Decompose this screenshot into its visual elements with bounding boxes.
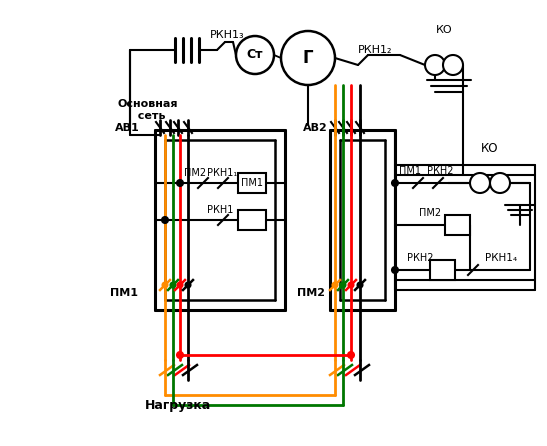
Text: ПМ2: ПМ2: [419, 208, 441, 218]
Text: АВ2: АВ2: [303, 123, 328, 133]
Circle shape: [340, 282, 346, 288]
Text: Г: Г: [302, 49, 313, 67]
Circle shape: [162, 282, 167, 288]
Circle shape: [470, 173, 490, 193]
Circle shape: [392, 180, 398, 186]
Circle shape: [490, 173, 510, 193]
Text: РКН1₃: РКН1₃: [210, 30, 245, 40]
Text: КО: КО: [481, 141, 499, 154]
Circle shape: [348, 352, 354, 358]
Circle shape: [392, 267, 398, 273]
Circle shape: [348, 282, 353, 288]
Bar: [445, 215, 470, 235]
Circle shape: [177, 282, 183, 288]
Bar: [238, 210, 266, 230]
Circle shape: [171, 282, 176, 288]
Circle shape: [425, 55, 445, 75]
Text: ПМ1: ПМ1: [110, 288, 138, 298]
Bar: [430, 260, 455, 280]
Circle shape: [236, 36, 274, 74]
Text: Ст: Ст: [247, 49, 263, 62]
Text: КО: КО: [436, 25, 452, 35]
Circle shape: [177, 352, 183, 358]
Circle shape: [162, 217, 168, 223]
Text: РКН1₁: РКН1₁: [207, 168, 237, 178]
Bar: [238, 173, 266, 193]
Circle shape: [281, 31, 335, 85]
Text: ПМ2: ПМ2: [184, 168, 206, 178]
Circle shape: [177, 180, 183, 186]
Text: ПМ2: ПМ2: [297, 288, 325, 298]
Circle shape: [443, 55, 463, 75]
Text: Основная
  сеть: Основная сеть: [118, 99, 178, 121]
Circle shape: [185, 282, 190, 288]
Text: РКН1₄: РКН1₄: [485, 253, 517, 263]
Text: РКН2: РКН2: [427, 166, 453, 176]
Circle shape: [358, 282, 363, 288]
Text: РКН1: РКН1: [207, 205, 233, 215]
Text: ПМ1: ПМ1: [399, 166, 421, 176]
Text: ПМ1: ПМ1: [241, 178, 263, 188]
Circle shape: [333, 282, 337, 288]
Text: Нагрузка: Нагрузка: [145, 398, 211, 412]
Text: АВ1: АВ1: [115, 123, 140, 133]
Text: РКН2: РКН2: [407, 253, 433, 263]
Text: РКН1₂: РКН1₂: [358, 45, 392, 55]
